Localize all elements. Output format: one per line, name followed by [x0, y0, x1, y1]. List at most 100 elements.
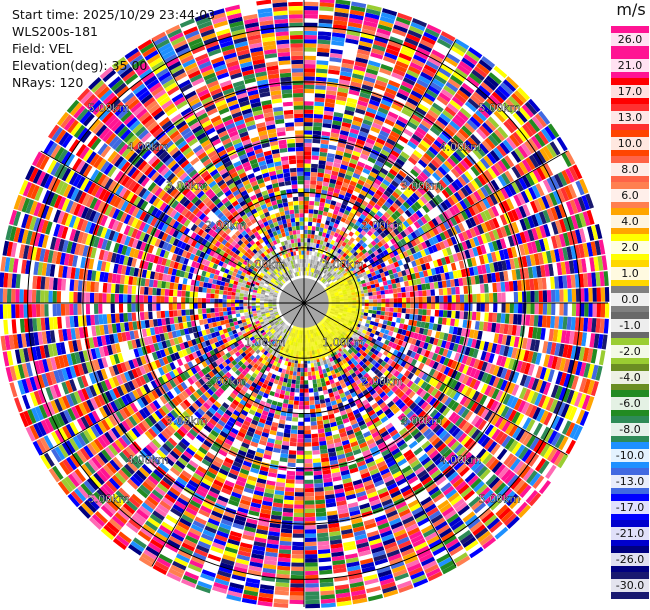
velocity-gate [459, 395, 468, 406]
velocity-gate [460, 533, 474, 545]
velocity-gate [523, 375, 532, 388]
velocity-gate [385, 303, 390, 308]
velocity-gate [382, 377, 390, 384]
velocity-gate [439, 356, 446, 365]
velocity-gate [243, 309, 248, 313]
velocity-gate [380, 415, 389, 424]
velocity-gate [386, 320, 392, 326]
velocity-gate [320, 453, 329, 459]
velocity-gate [347, 374, 353, 381]
velocity-gate [384, 339, 390, 346]
velocity-gate [441, 563, 457, 575]
velocity-gate [580, 303, 585, 317]
velocity-gate [523, 362, 531, 375]
velocity-gate [106, 283, 112, 293]
velocity-gate [337, 453, 346, 460]
velocity-gate [581, 332, 587, 347]
velocity-gate [352, 479, 363, 486]
velocity-gate [304, 479, 314, 484]
velocity-gate [139, 295, 144, 303]
velocity-gate [300, 372, 304, 377]
velocity-gate [378, 319, 384, 324]
velocity-gate [355, 333, 361, 339]
velocity-gate [372, 325, 378, 331]
velocity-gate [263, 559, 277, 566]
velocity-gate [392, 470, 403, 479]
velocity-gate [372, 375, 380, 382]
velocity-gate [360, 332, 366, 338]
velocity-gate [164, 296, 169, 303]
velocity-gate [353, 354, 359, 361]
velocity-gate [414, 396, 423, 405]
velocity-gate [297, 430, 304, 435]
velocity-gate [227, 590, 243, 598]
velocity-gate [251, 297, 256, 301]
velocity-gate [316, 528, 329, 534]
velocity-gate [289, 595, 304, 601]
velocity-gate [457, 383, 466, 393]
velocity-gate [420, 381, 428, 390]
velocity-gate [445, 387, 454, 397]
velocity-gate [400, 318, 405, 324]
velocity-gate [478, 321, 484, 331]
velocity-gate [300, 376, 304, 381]
velocity-gate [484, 492, 497, 505]
velocity-gate [416, 469, 428, 479]
velocity-gate [384, 541, 398, 550]
velocity-gate [69, 291, 74, 303]
velocity-gate [440, 394, 449, 404]
velocity-gate [351, 593, 367, 601]
velocity-gate [283, 432, 291, 438]
velocity-gate [289, 441, 297, 447]
velocity-gate [403, 362, 411, 370]
velocity-gate [193, 303, 198, 309]
velocity-gate [337, 375, 343, 381]
velocity-gate [320, 590, 335, 596]
velocity-gate [506, 395, 515, 407]
velocity-gate [289, 599, 304, 605]
velocity-gate [387, 358, 394, 366]
velocity-gate [424, 503, 437, 513]
velocity-gate [509, 303, 514, 314]
velocity-gate [106, 313, 112, 324]
velocity-gate [210, 293, 215, 299]
velocity-gate [471, 499, 484, 511]
velocity-gate [405, 472, 417, 481]
velocity-gate [347, 411, 354, 418]
velocity-gate [441, 317, 447, 325]
velocity-gate [341, 439, 350, 446]
velocity-gate [441, 407, 451, 417]
velocity-gate [360, 472, 371, 479]
velocity-gate [596, 303, 602, 318]
velocity-gate [279, 376, 284, 382]
velocity-gate [481, 511, 495, 524]
velocity-gate [571, 360, 579, 375]
velocity-gate [528, 326, 534, 339]
velocity-gate [299, 388, 304, 393]
velocity-gate [492, 365, 500, 376]
velocity-gate [390, 561, 405, 570]
velocity-gate [422, 560, 437, 570]
velocity-gate [351, 475, 362, 482]
velocity-gate [321, 381, 327, 387]
velocity-gate [286, 470, 296, 476]
velocity-gate [212, 322, 218, 328]
velocity-gate [429, 449, 439, 460]
velocity-gate [294, 396, 300, 401]
velocity-gate [181, 290, 186, 297]
velocity-gate [0, 288, 4, 303]
velocity-gate [199, 319, 204, 326]
velocity-gate [181, 284, 187, 291]
velocity-gate [335, 592, 351, 599]
velocity-gate [398, 442, 408, 451]
velocity-gate [233, 566, 248, 574]
velocity-gate [52, 277, 58, 291]
velocity-gate [305, 541, 317, 547]
velocity-gate [391, 417, 400, 426]
velocity-gate [285, 369, 290, 375]
velocity-gate [579, 411, 589, 426]
velocity-gate [447, 438, 457, 448]
velocity-gate [388, 382, 396, 390]
velocity-gate [395, 576, 411, 586]
velocity-gate [513, 460, 525, 474]
